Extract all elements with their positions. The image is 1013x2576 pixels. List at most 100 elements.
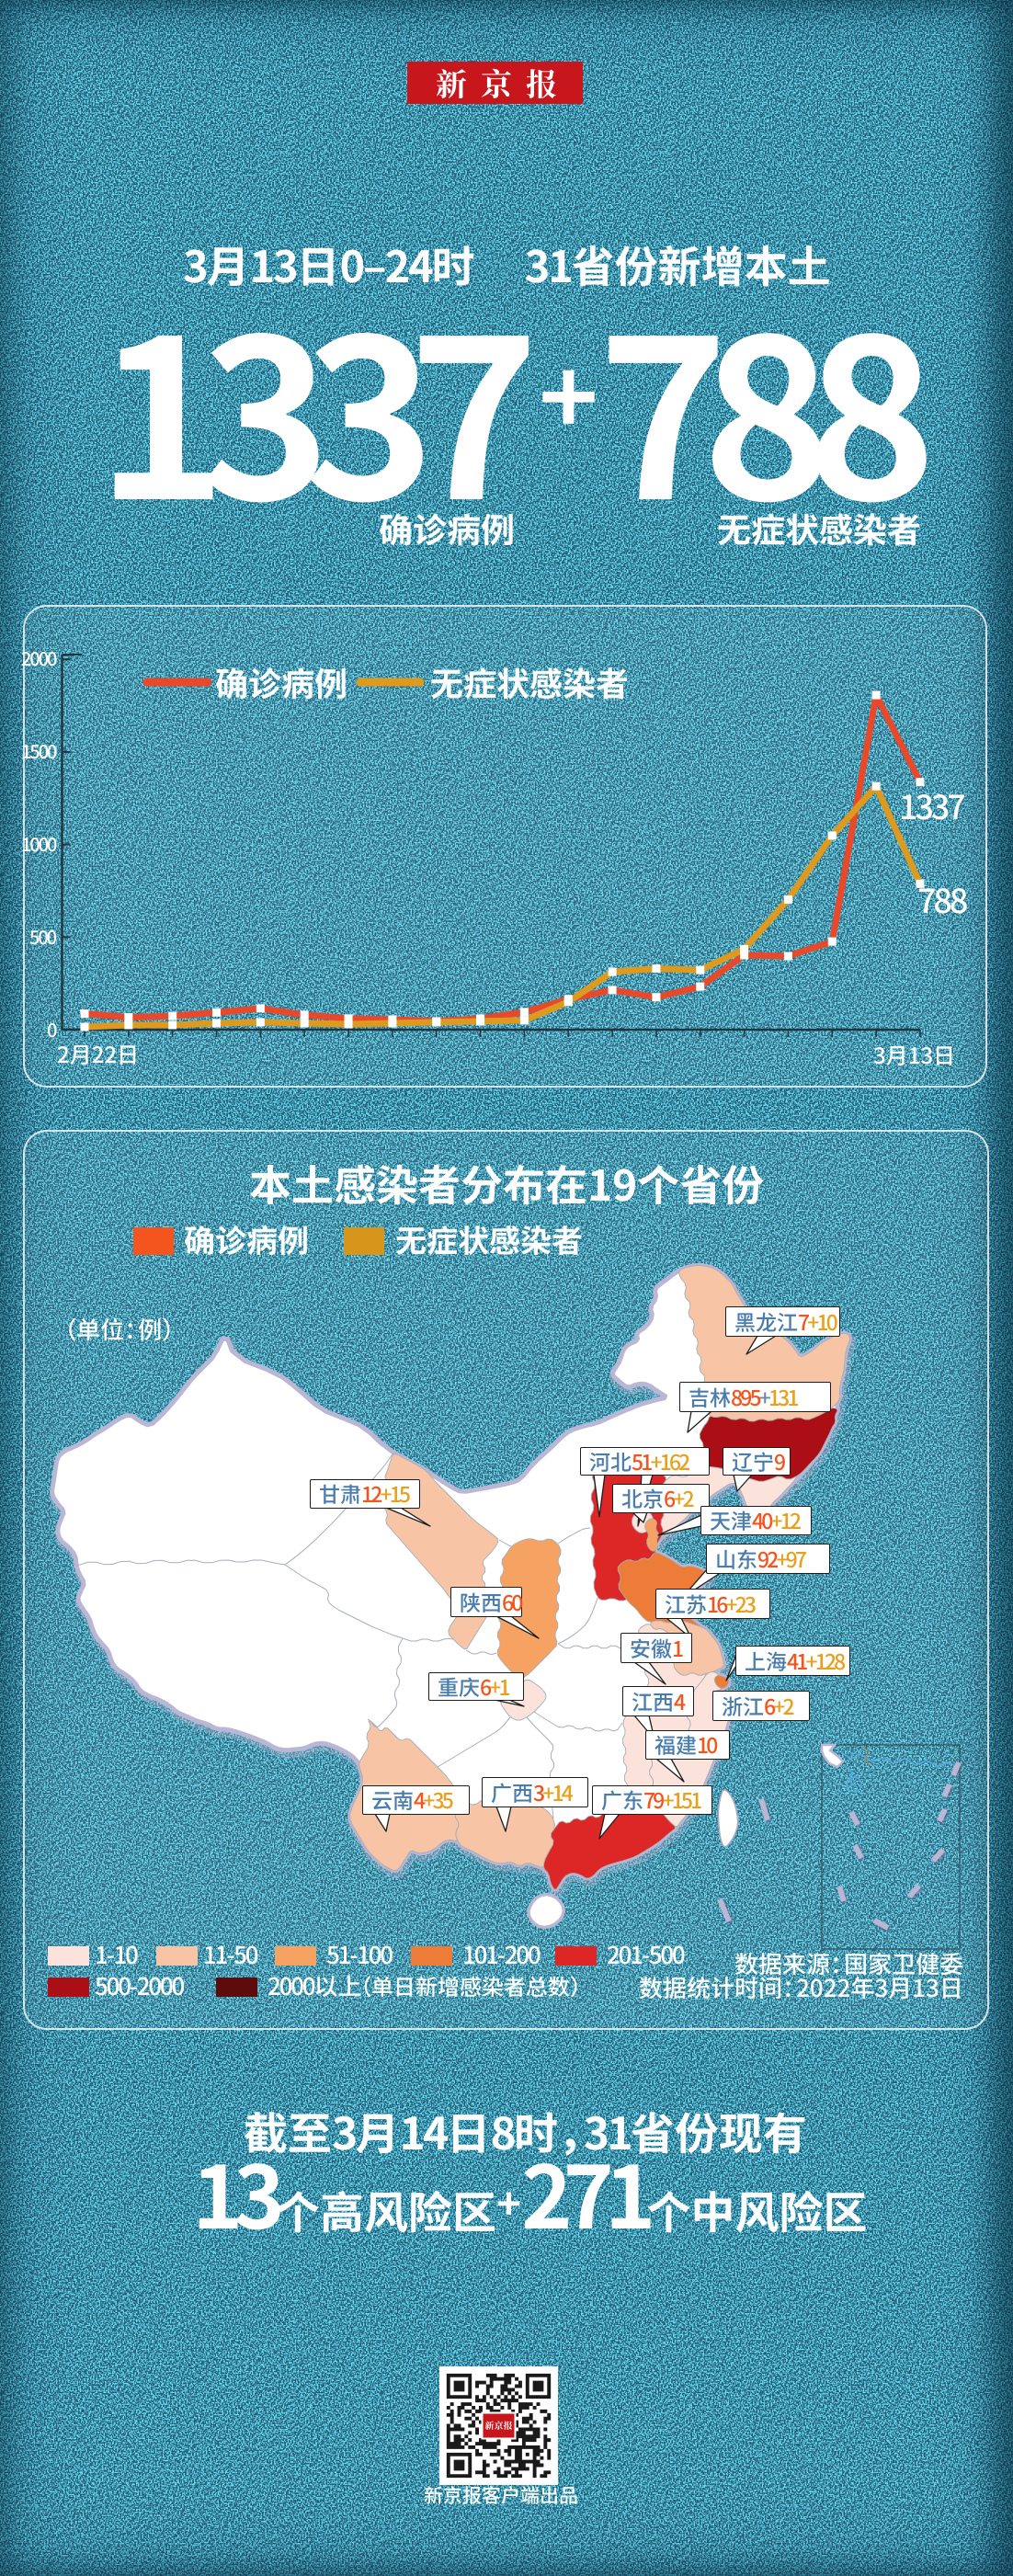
series-marker-0 [124, 1013, 133, 1022]
scale-swatch-11-50 [156, 1946, 198, 1966]
map-label-jiangsu [655, 1589, 770, 1619]
series-marker-1 [476, 1017, 485, 1026]
series-line-1 [81, 782, 924, 1031]
map-label-text-guangdong [601, 1789, 701, 1815]
map-title [249, 1162, 765, 1214]
chart-ytick-1500 [21, 742, 57, 764]
map-source-line2 [639, 1975, 963, 2004]
series-marker-1 [432, 1018, 441, 1027]
map-legend-asymptomatic-swatch [344, 1227, 384, 1255]
headline-asymptomatic-label [717, 511, 921, 553]
map-label-text-jiangsu [665, 1593, 756, 1619]
series-marker-1 [300, 1019, 309, 1028]
province-guangdong [542, 1800, 676, 1890]
map-unit-note [63, 1316, 176, 1346]
map-label-text-beijing [621, 1487, 694, 1513]
brand-logo-text [436, 67, 557, 105]
map-label-text-heilongjiang [734, 1311, 837, 1337]
series-marker-0 [696, 982, 705, 991]
series-marker-1 [124, 1020, 133, 1030]
hainan-island [527, 1892, 566, 1930]
series-marker-0 [916, 778, 925, 787]
scale-swatch-500-2000 [48, 1978, 89, 1997]
scale-label-201-500 [607, 1942, 685, 1971]
series-marker-1 [871, 781, 881, 791]
series-marker-0 [212, 1008, 222, 1017]
map-label-shaanxi [450, 1587, 523, 1617]
scale-label-1-10 [95, 1942, 138, 1971]
nine-dash-segment [930, 1847, 946, 1864]
series-marker-0 [344, 1014, 353, 1023]
series-marker-1 [344, 1020, 353, 1029]
map-label-fujian [645, 1730, 730, 1760]
map-label-tianjin [700, 1506, 812, 1535]
scale-label-51-100 [326, 1942, 393, 1971]
series-marker-0 [783, 952, 792, 961]
map-label-anhui [620, 1633, 692, 1663]
series-marker-1 [563, 997, 573, 1007]
qr-code [439, 2366, 558, 2485]
map-label-text-liaoning [732, 1451, 785, 1476]
chart-xlabel-last [873, 1043, 956, 1070]
series-marker-0 [652, 993, 661, 1002]
province-tianjin [644, 1518, 659, 1552]
map-label-guangxi [482, 1777, 588, 1807]
nine-dash-segment [758, 1798, 770, 1821]
scale-swatch-1-10 [48, 1946, 89, 1966]
chart-ytick-1000 [21, 835, 57, 857]
map-legend-asymptomatic-label [395, 1224, 583, 1261]
map-label-heilongjiang [725, 1306, 840, 1337]
scale-swatch-2000以上 [216, 1978, 257, 1997]
nine-dash-segment [872, 1918, 890, 1931]
south-china-sea-inset-box [821, 1744, 961, 1950]
series-marker-1 [608, 967, 617, 976]
series-marker-0 [519, 1008, 529, 1017]
footer-line1 [244, 2109, 807, 2162]
inset-hainan-outline [846, 1776, 862, 1793]
nine-dash-segment [717, 1898, 732, 1923]
map-label-text-tianjin [710, 1510, 801, 1535]
series-marker-1 [652, 964, 661, 974]
map-label-text-shaanxi [460, 1591, 523, 1617]
series-marker-0 [80, 1009, 89, 1018]
page-title [183, 243, 831, 295]
series-marker-0 [740, 951, 749, 960]
map-label-text-guangxi [491, 1782, 574, 1807]
qr-caption [424, 2485, 578, 2508]
series-line-0 [81, 691, 924, 1025]
map-legend-confirmed-swatch [133, 1227, 174, 1255]
map-label-text-chongqing [438, 1676, 510, 1702]
headline-numbers [97, 296, 927, 565]
series-marker-0 [256, 1004, 265, 1013]
map-label-beijing [612, 1484, 710, 1513]
series-marker-1 [388, 1019, 397, 1028]
series-marker-1 [696, 965, 705, 975]
scale-swatch-101-200 [411, 1946, 452, 1966]
series-marker-0 [300, 1010, 309, 1020]
series-marker-1 [783, 895, 792, 904]
series-marker-1 [827, 831, 837, 840]
inset-coast-fragment [820, 1743, 845, 1769]
nine-dash-segment [848, 1810, 860, 1827]
map-legend-confirmed-label [184, 1224, 309, 1261]
series-marker-1 [80, 1022, 89, 1032]
scale-label-500-2000 [95, 1973, 185, 2002]
series-marker-0 [608, 986, 617, 995]
trend-chart [61, 654, 925, 1037]
map-label-text-jilin [689, 1386, 799, 1412]
map-label-text-fujian [654, 1734, 718, 1760]
map-label-text-shandong [715, 1548, 806, 1574]
nine-dash-segment [950, 1761, 962, 1777]
map-label-text-anhui [630, 1637, 683, 1663]
chart-ytick-500 [29, 928, 57, 950]
map-label-text-jiangxi [632, 1691, 686, 1716]
map-label-text-yunnan [371, 1789, 453, 1815]
map-label-jiangxi [622, 1686, 694, 1716]
map-label-jilin [679, 1382, 831, 1412]
chart-ytick-2000 [21, 649, 57, 671]
series-marker-0 [168, 1011, 177, 1020]
scale-swatch-201-500 [555, 1946, 597, 1966]
taiwan-island [717, 1788, 739, 1848]
map-label-liaoning [723, 1447, 791, 1476]
